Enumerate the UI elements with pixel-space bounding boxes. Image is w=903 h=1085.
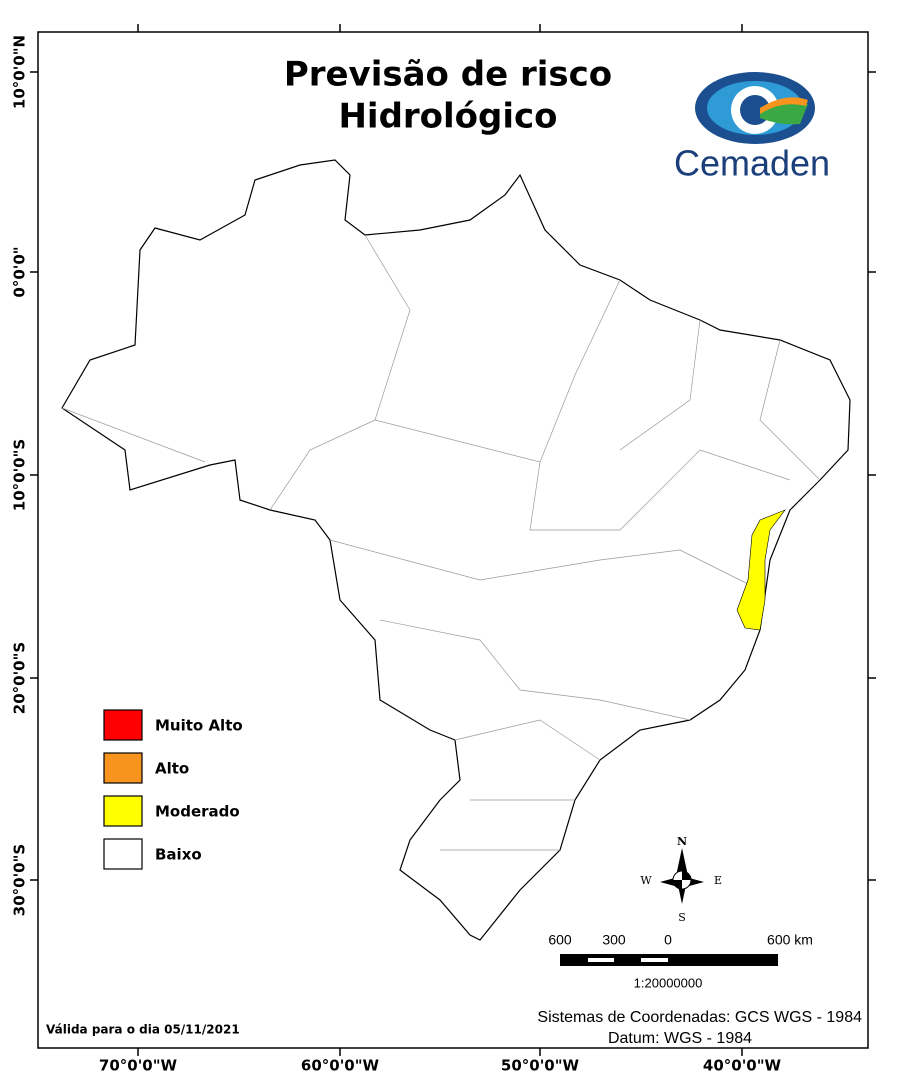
scale-bar: 600 300 0 600 km 1:20000000 <box>548 932 813 991</box>
scale-ratio: 1:20000000 <box>634 975 703 990</box>
longitude-label: 60°0'0"W <box>301 1057 380 1075</box>
legend: Muito Alto Alto Moderado Baixo <box>103 709 243 870</box>
legend-swatch <box>103 838 143 870</box>
datum: Datum: WGS - 1984 <box>608 1030 752 1047</box>
longitude-label: 70°0'0"W <box>99 1057 178 1075</box>
scale-label: 0 <box>664 932 672 948</box>
logo-text: Cemaden <box>674 143 830 184</box>
validity-date: Válida para o dia 05/11/2021 <box>46 1023 240 1037</box>
latitude-label: 0°0'0" <box>11 246 29 297</box>
legend-label: Baixo <box>155 846 202 864</box>
latitude-labels: 10°0'0"N 0°0'0" 10°0'0"S 20°0'0"S 30°0'0"S <box>11 35 29 916</box>
scale-label: 600 km <box>767 932 813 948</box>
latitude-label: 10°0'0"S <box>11 439 29 511</box>
longitude-label: 50°0'0"W <box>501 1057 580 1075</box>
latitude-label: 30°0'0"S <box>11 844 29 916</box>
legend-swatch <box>103 795 143 827</box>
compass: N S E W <box>640 835 722 924</box>
scale-label: 300 <box>602 932 626 948</box>
scale-label: 600 <box>548 932 572 948</box>
title-line-1: Previsão de risco <box>284 55 612 95</box>
coordinate-system: Sistemas de Coordenadas: GCS WGS - 1984 <box>537 1009 862 1026</box>
title-line-2: Hidrológico <box>338 97 557 137</box>
moderate-risk-area <box>736 509 786 631</box>
longitude-label: 40°0'0"W <box>703 1057 782 1075</box>
latitude-label: 10°0'0"N <box>11 35 29 109</box>
latitude-label: 20°0'0"S <box>11 642 29 714</box>
legend-swatch <box>103 752 143 784</box>
compass-e: E <box>714 874 722 887</box>
graticule-ticks <box>30 24 876 1056</box>
legend-label: Alto <box>155 760 189 778</box>
legend-swatch <box>103 709 143 741</box>
compass-w: W <box>640 874 652 887</box>
legend-label: Moderado <box>155 803 240 821</box>
compass-s: S <box>678 911 686 924</box>
longitude-labels: 70°0'0"W 60°0'0"W 50°0'0"W 40°0'0"W <box>99 1057 782 1075</box>
legend-label: Muito Alto <box>155 717 243 735</box>
logo: Cemaden <box>674 72 830 184</box>
state-borders <box>61 234 821 851</box>
compass-n: N <box>677 835 687 848</box>
